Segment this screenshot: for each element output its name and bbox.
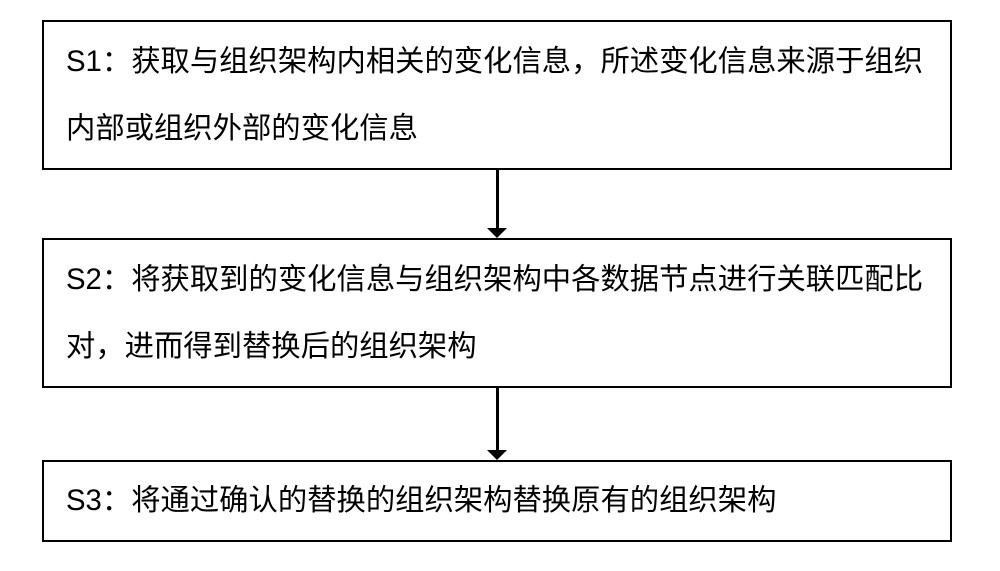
flowchart-node-label: S2：将获取到的变化信息与组织架构中各数据节点进行关联匹配比对，进而得到替换后的… bbox=[66, 246, 928, 381]
flowchart-node-label: S3：将通过确认的替换的组织架构替换原有的组织架构 bbox=[66, 467, 776, 534]
flowchart-arrow-head bbox=[487, 450, 507, 460]
flowchart-arrow-shaft bbox=[496, 170, 499, 228]
flowchart-node-label: S1：获取与组织架构内相关的变化信息，所述变化信息来源于组织内部或组织外部的变化… bbox=[66, 28, 928, 163]
flowchart-arrow-head bbox=[487, 228, 507, 238]
flowchart-node-s1: S1：获取与组织架构内相关的变化信息，所述变化信息来源于组织内部或组织外部的变化… bbox=[42, 20, 952, 170]
flowchart-arrow-shaft bbox=[496, 388, 499, 450]
flowchart-node-s3: S3：将通过确认的替换的组织架构替换原有的组织架构 bbox=[42, 460, 952, 542]
flowchart-node-s2: S2：将获取到的变化信息与组织架构中各数据节点进行关联匹配比对，进而得到替换后的… bbox=[42, 238, 952, 388]
flowchart-canvas: S1：获取与组织架构内相关的变化信息，所述变化信息来源于组织内部或组织外部的变化… bbox=[0, 0, 1000, 571]
